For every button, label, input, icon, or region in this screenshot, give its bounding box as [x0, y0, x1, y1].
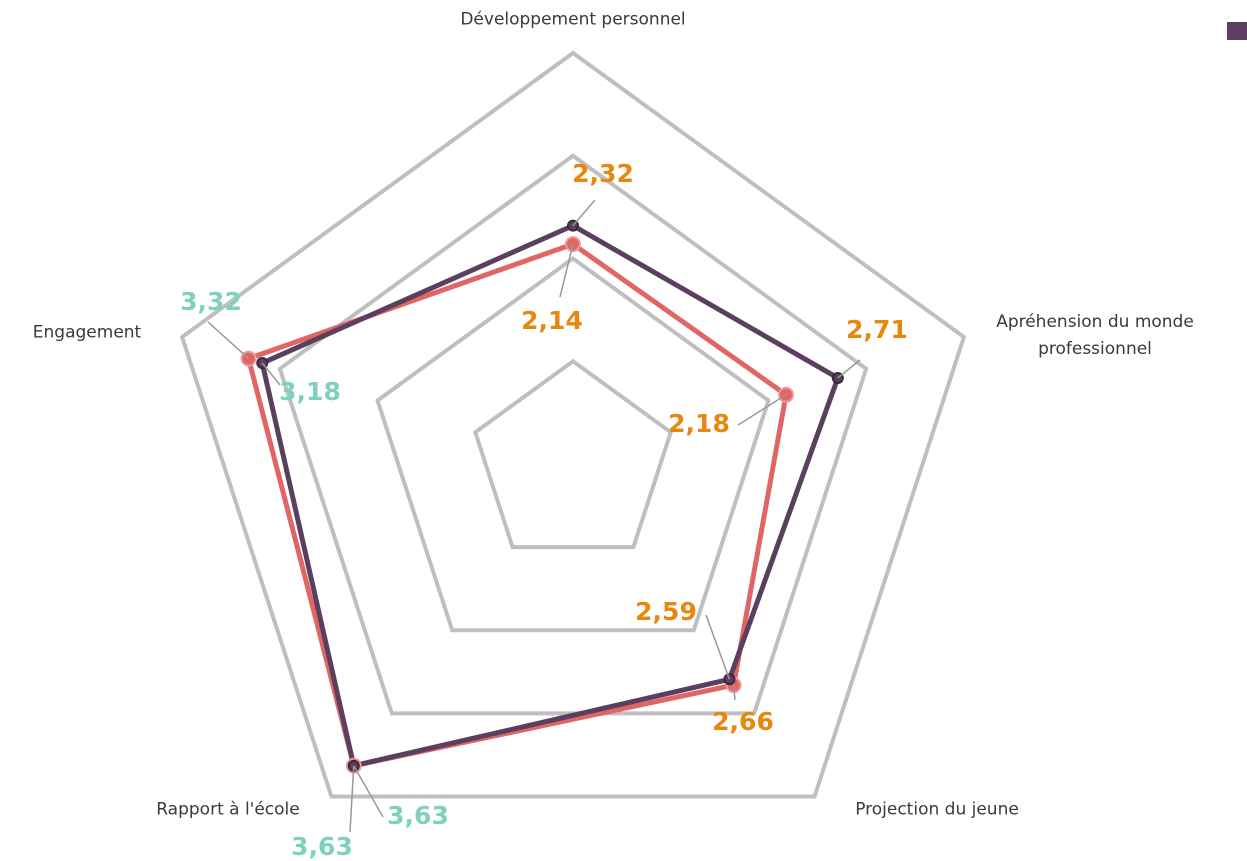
value-label: 2,32: [572, 159, 634, 188]
leader-line: [349, 765, 355, 833]
value-label: 3,63: [387, 801, 449, 830]
grid-ring: [179, 50, 967, 799]
category-label: Apréhension du monde professionnel: [996, 312, 1194, 359]
value-label: 2,66: [712, 707, 774, 736]
leader-line: [261, 362, 281, 386]
category-label: Rapport à l'école: [156, 799, 300, 820]
leader-line: [559, 243, 574, 298]
leader-line: [837, 359, 861, 379]
category-label: Projection du jeune: [855, 799, 1019, 820]
category-label: Développement personnel: [460, 9, 686, 30]
value-label: 3,63: [291, 832, 353, 861]
category-label: Engagement: [32, 322, 142, 343]
leader-line: [572, 199, 596, 227]
leader-line: [207, 321, 250, 360]
value-label: 2,18: [668, 409, 730, 438]
leader-line: [737, 394, 787, 426]
value-label: 2,59: [635, 597, 697, 626]
series-line: [259, 223, 841, 769]
leader-line: [353, 765, 384, 818]
grid-ring: [472, 358, 674, 550]
legend-swatch: [1227, 22, 1247, 40]
value-label: 2,71: [846, 315, 908, 344]
leader-line: [705, 614, 731, 680]
grid-ring: [375, 256, 771, 633]
value-label: 2,14: [521, 306, 583, 335]
value-label: 3,32: [180, 287, 242, 316]
leader-line: [732, 685, 736, 701]
series-line: [246, 241, 789, 769]
value-label: 3,18: [279, 377, 341, 406]
